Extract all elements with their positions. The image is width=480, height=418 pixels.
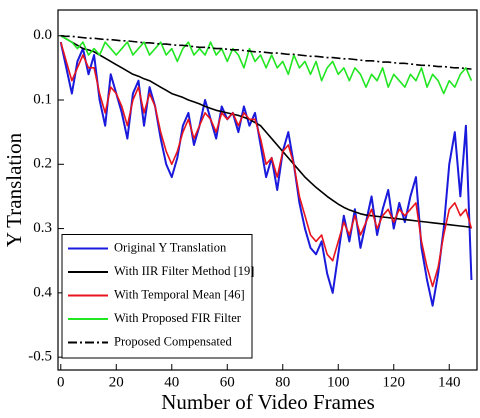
series-line — [60, 35, 472, 229]
legend-label: With Temporal Mean [46] — [114, 287, 245, 301]
legend-label: With IIR Filter Method [19] — [114, 264, 254, 278]
series-line — [59, 41, 473, 307]
legend-label: Original Y Translation — [114, 240, 227, 254]
series-line — [60, 34, 472, 70]
y-axis-label: Y Translation — [2, 132, 26, 247]
x-tick-label: 120 — [383, 374, 406, 390]
x-tick-label: 40 — [164, 374, 179, 390]
y-tick-label: 0.2 — [33, 156, 52, 172]
x-tick-label: 100 — [327, 374, 350, 390]
y-tick-label: 0.0 — [33, 27, 52, 43]
series-line — [60, 41, 473, 288]
y-tick-label: 0.1 — [33, 91, 52, 107]
x-tick-label: 20 — [109, 374, 124, 390]
x-axis-label: Number of Video Frames — [161, 390, 375, 414]
y-tick-label: 0.3 — [33, 220, 52, 236]
legend-label: With Proposed FIR Filter — [114, 311, 242, 325]
y-tick-label: -0.5 — [28, 349, 52, 365]
x-tick-label: 60 — [220, 374, 235, 390]
legend-label: Proposed Compensated — [114, 334, 232, 348]
y-tick-label: 0.4 — [33, 284, 52, 300]
plot-frame — [57, 9, 478, 371]
x-tick-label: 0 — [57, 374, 65, 390]
x-tick-label: 140 — [438, 374, 461, 390]
series-line — [60, 35, 473, 95]
x-tick-label: 80 — [275, 374, 290, 390]
